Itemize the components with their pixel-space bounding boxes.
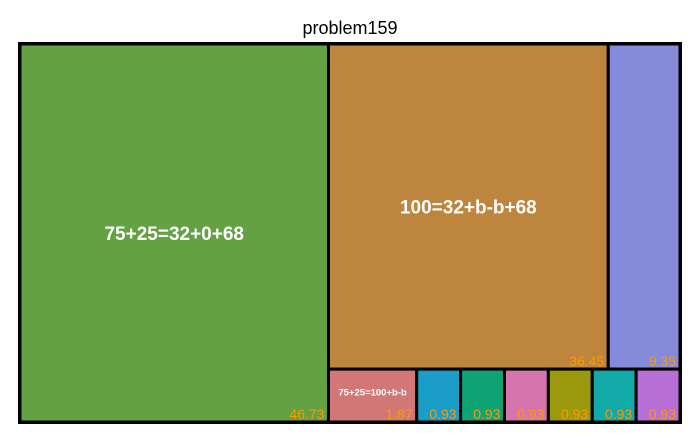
treemap-cells: 75+25=32+0+68 46.73 100=32+b-b+68 36.45 9.35…: [18, 42, 682, 424]
cell-value-label: 0.93: [561, 406, 588, 422]
chart-title: problem159: [302, 18, 397, 38]
cell-value-label: 0.93: [429, 406, 456, 422]
cell-value-label: 1.87: [385, 406, 412, 422]
treemap-border: [18, 42, 682, 424]
treemap-cell: [590, 367, 638, 424]
treemap-cell: [606, 42, 682, 371]
cell-value-label: 9.35: [649, 353, 676, 369]
cell-label: 75+25=32+0+68: [104, 224, 244, 245]
cell-value-label: 36.45: [569, 353, 604, 369]
cell-label: 75+25=100+b-b: [338, 388, 407, 399]
cell-value-label: 0.93: [605, 406, 632, 422]
treemap-cell: [18, 42, 330, 424]
cell-value-label: 0.93: [649, 406, 676, 422]
cell-value-label: 0.93: [517, 406, 544, 422]
cell-label: 100=32+b-b+68: [400, 198, 537, 219]
treemap-cell: [326, 42, 610, 371]
cell-value-label: 46.73: [289, 406, 324, 422]
cell-value-label: 0.93: [473, 406, 500, 422]
